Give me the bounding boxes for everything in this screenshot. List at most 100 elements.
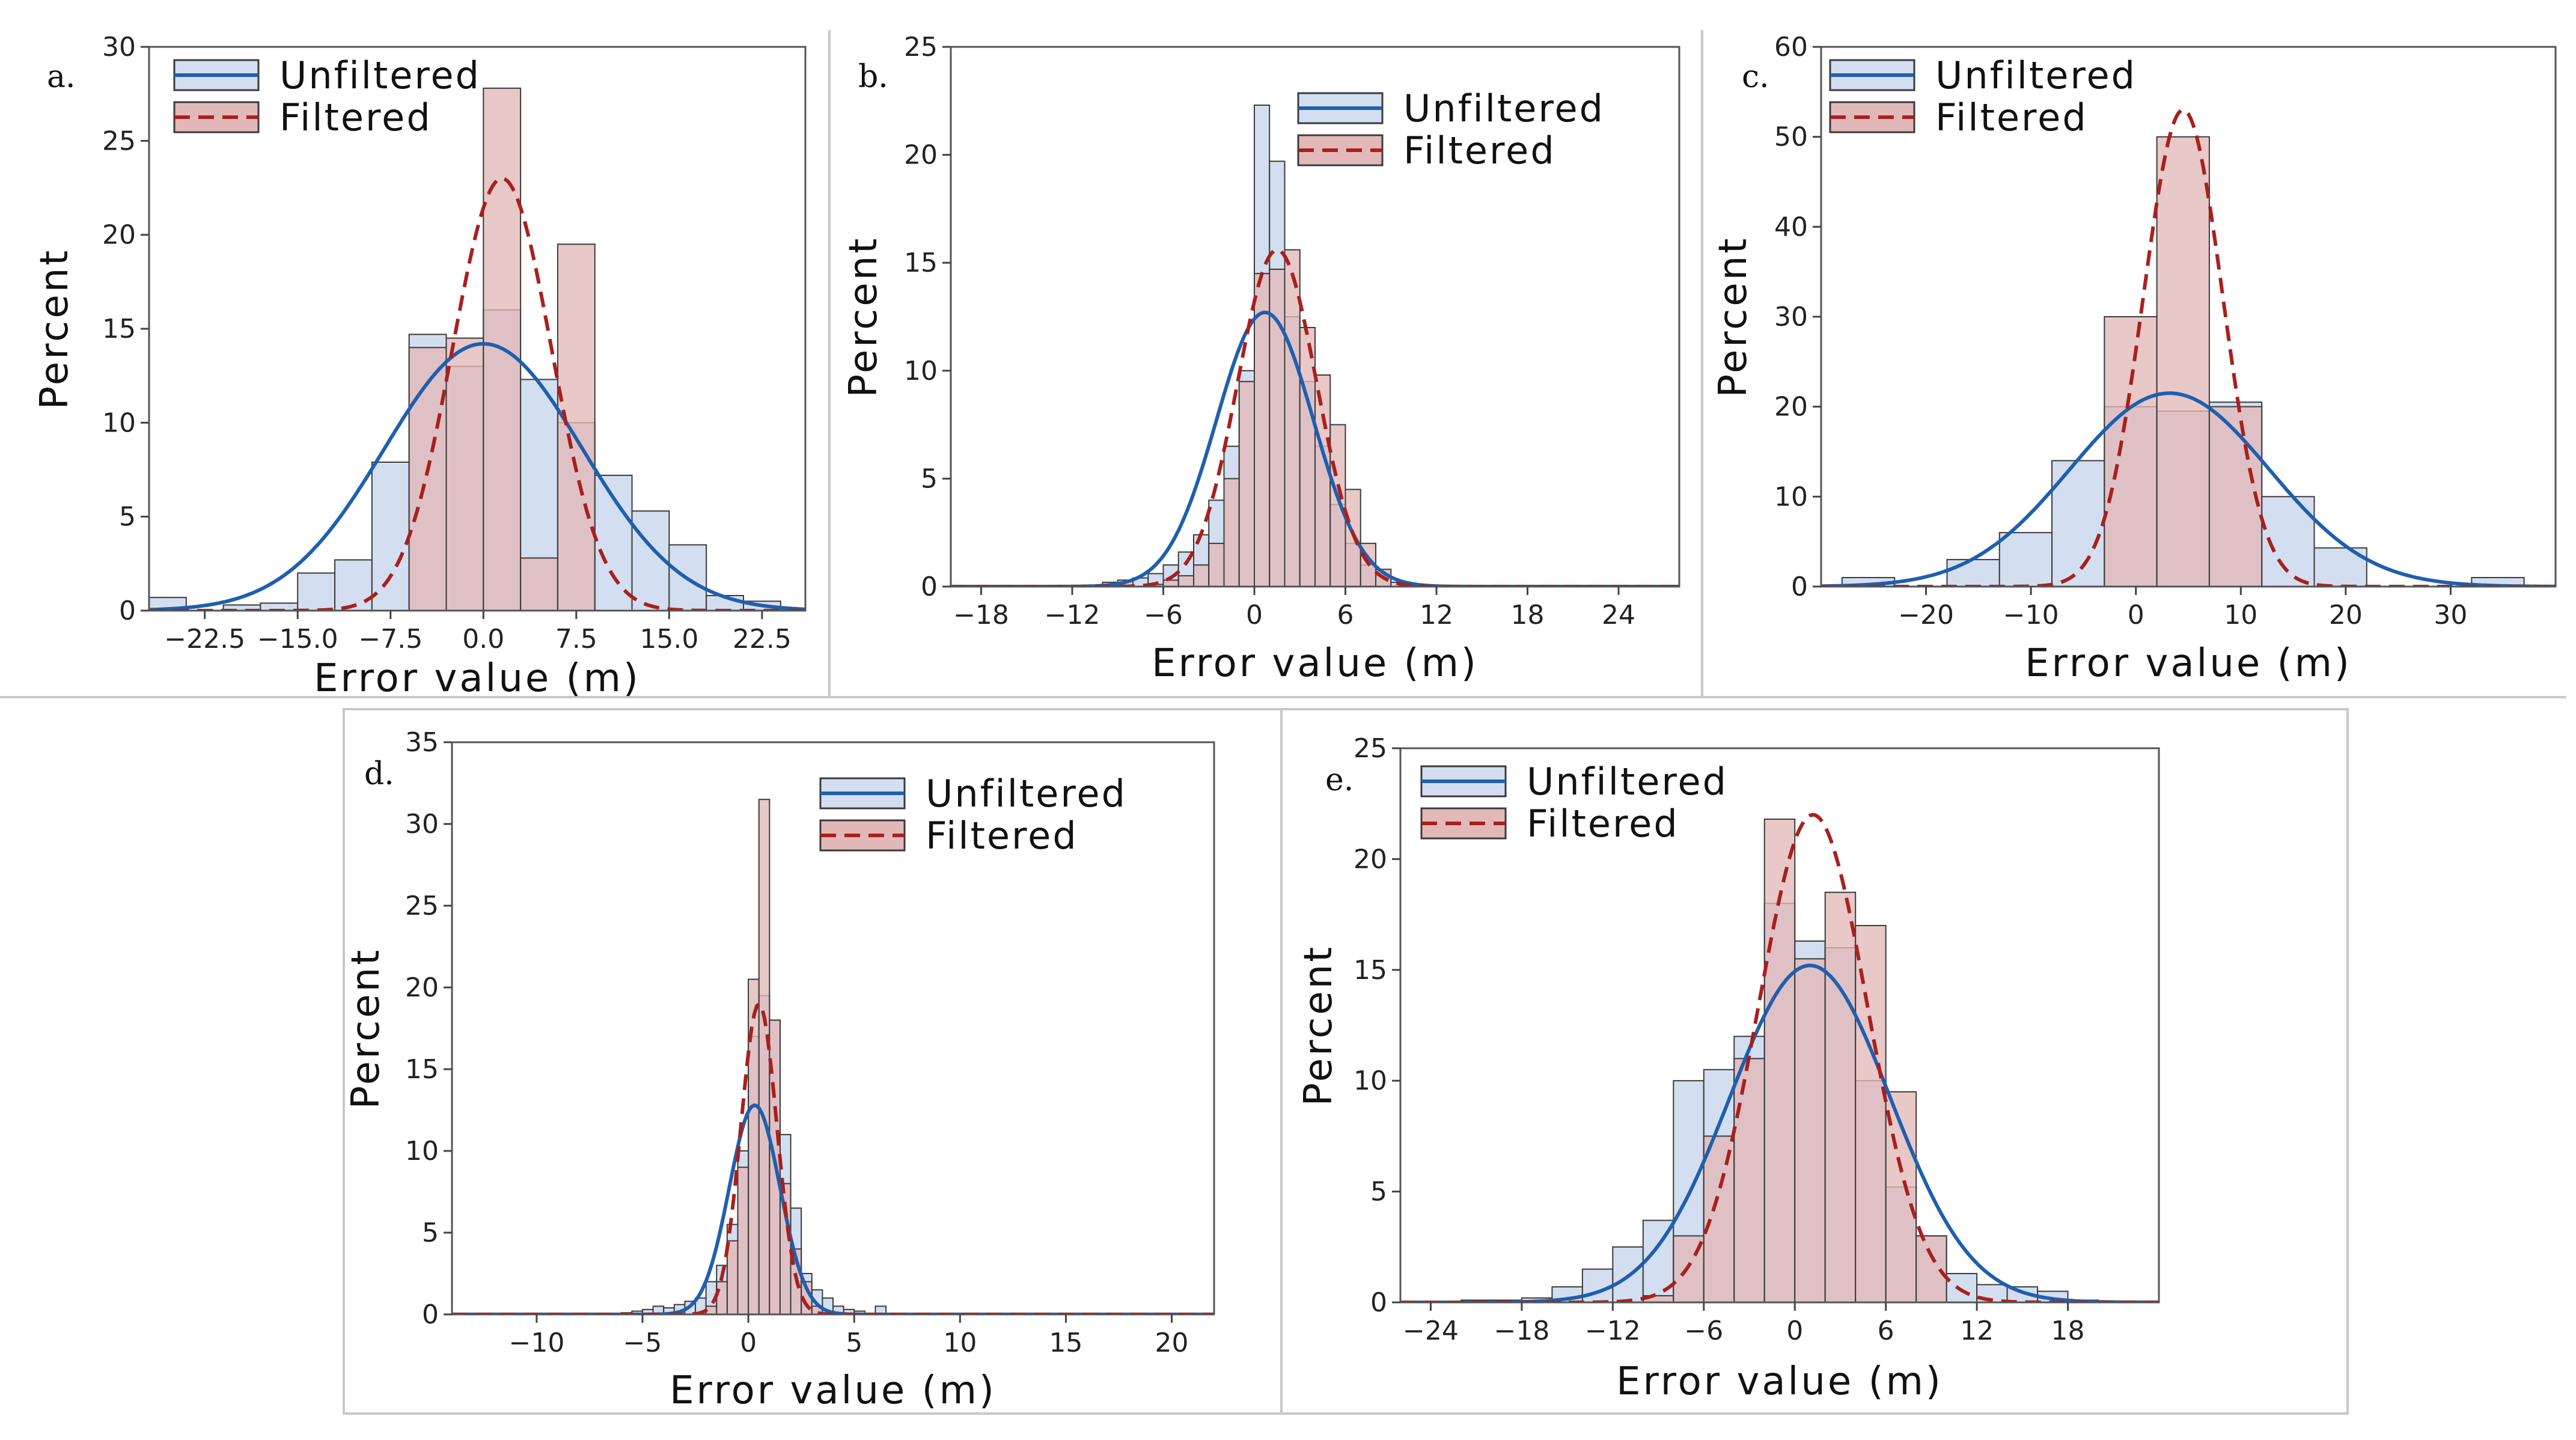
x-tick-label: −12 bbox=[1585, 1316, 1641, 1346]
y-tick-label: 15 bbox=[1354, 955, 1387, 986]
y-tick-label: 50 bbox=[1774, 122, 1808, 153]
filtered-histogram-bar bbox=[1329, 424, 1346, 587]
y-tick-label: 20 bbox=[1774, 392, 1808, 423]
y-tick-label: 25 bbox=[405, 891, 439, 921]
x-tick-label: 10 bbox=[2224, 600, 2257, 630]
x-tick-label: 18 bbox=[1511, 600, 1545, 630]
filtered-histogram-bar bbox=[2104, 316, 2158, 587]
y-tick-label: 35 bbox=[405, 727, 439, 758]
y-tick-label: 0 bbox=[1791, 572, 1808, 602]
y-tick-label: 25 bbox=[1354, 733, 1387, 764]
plot-frame bbox=[451, 741, 1215, 1316]
legend-filtered-label: Filtered bbox=[279, 96, 432, 139]
x-axis-label: Error value (m) bbox=[314, 656, 641, 701]
x-tick-label: −24 bbox=[1403, 1316, 1459, 1346]
y-tick-label: 0 bbox=[119, 596, 136, 626]
x-tick-label: 10 bbox=[943, 1328, 977, 1358]
x-tick-label: −5 bbox=[623, 1328, 662, 1358]
y-tick-label: 60 bbox=[1774, 32, 1808, 63]
x-axis-label: Error value (m) bbox=[1152, 641, 1479, 686]
filtered-histogram-bar bbox=[1794, 958, 1826, 1302]
x-tick-label: −18 bbox=[953, 600, 1009, 630]
unfiltered-histogram-bar bbox=[1946, 1273, 1978, 1302]
filtered-histogram-bar bbox=[1177, 575, 1194, 587]
x-tick-label: 30 bbox=[2434, 600, 2467, 630]
filtered-histogram-bar bbox=[1223, 478, 1240, 587]
unfiltered-histogram-bar bbox=[297, 572, 336, 611]
unfiltered-histogram-bar bbox=[1998, 532, 2053, 587]
filtered-histogram-bar bbox=[520, 557, 558, 611]
filtered-histogram-bar bbox=[1162, 579, 1179, 587]
panel-letter: a. bbox=[47, 59, 76, 95]
panel-letter: e. bbox=[1325, 762, 1354, 798]
filtered-histogram-bar bbox=[1208, 543, 1225, 587]
unfiltered-normal-curve bbox=[452, 1103, 1214, 1314]
plot-marks bbox=[951, 104, 1679, 587]
plot-marks bbox=[1400, 813, 2159, 1302]
x-tick-label: 7.5 bbox=[555, 624, 597, 654]
legend-filtered-label: Filtered bbox=[1935, 96, 2088, 139]
y-tick-label: 30 bbox=[102, 32, 136, 63]
filtered-histogram-bar bbox=[737, 1167, 749, 1314]
filtered-histogram-bar bbox=[1284, 249, 1301, 587]
filtered-histogram-bar bbox=[758, 799, 771, 1314]
unfiltered-normal-curve bbox=[1821, 391, 2556, 587]
x-tick-label: −12 bbox=[1045, 600, 1100, 630]
x-axis-label: Error value (m) bbox=[670, 1368, 997, 1413]
y-tick-label: 10 bbox=[904, 356, 938, 386]
x-tick-label: 6 bbox=[1878, 1316, 1894, 1346]
filtered-histogram-bar bbox=[716, 1281, 728, 1314]
y-axis-label: Percent bbox=[841, 236, 886, 398]
filtered-normal-curve bbox=[951, 248, 1679, 587]
x-tick-label: 12 bbox=[1960, 1316, 1994, 1346]
x-tick-label: 6 bbox=[1337, 600, 1354, 630]
unfiltered-histogram-bar bbox=[371, 461, 410, 611]
x-tick-label: 24 bbox=[1602, 600, 1635, 630]
y-tick-label: 40 bbox=[1774, 212, 1808, 242]
x-tick-label: 5 bbox=[846, 1328, 862, 1358]
y-axis-label: Percent bbox=[32, 248, 77, 410]
plot-frame bbox=[950, 46, 1680, 588]
panels: 0 5 10 15 20 25 30 −22.5 −15.0 −7.5 0.0 7.5 15.0 22.5… bbox=[32, 32, 2557, 1413]
x-tick-label: −6 bbox=[1684, 1316, 1723, 1346]
chart-panel-5: 0 5 10 15 20 25 −24 −18 −12 −6 0 6 12 18 Error value (… bbox=[1296, 733, 2160, 1404]
y-tick-label: 0 bbox=[1370, 1287, 1387, 1318]
y-tick-label: 30 bbox=[405, 809, 439, 840]
y-tick-label: 0 bbox=[921, 572, 938, 602]
x-tick-label: −10 bbox=[508, 1328, 564, 1358]
filtered-histogram-bar bbox=[2208, 406, 2263, 587]
chart-panel-3: 0 10 20 30 40 50 60 −20 −10 0 10 20 30 Error value (m… bbox=[1711, 32, 2557, 686]
panel-frames bbox=[0, 30, 2566, 1415]
y-tick-label: 30 bbox=[1774, 302, 1808, 332]
chart-panel-1: 0 5 10 15 20 25 30 −22.5 −15.0 −7.5 0.0 7.5 15.0 22.5… bbox=[32, 32, 807, 701]
panel-letter: d. bbox=[364, 756, 394, 792]
x-tick-label: −20 bbox=[1898, 600, 1954, 630]
x-axis-label: Error value (m) bbox=[2025, 641, 2352, 686]
y-tick-label: 5 bbox=[1370, 1177, 1387, 1207]
x-tick-label: −15.0 bbox=[257, 624, 338, 654]
filtered-normal-curve bbox=[1821, 108, 2556, 587]
legend-filtered-label: Filtered bbox=[1527, 802, 1679, 846]
filtered-histogram-bar bbox=[445, 337, 484, 611]
x-tick-label: −18 bbox=[1494, 1316, 1549, 1346]
legend-filtered-label: Filtered bbox=[1403, 129, 1556, 172]
x-tick-label: 15 bbox=[1049, 1328, 1082, 1358]
filtered-histogram-bar bbox=[1299, 326, 1316, 587]
x-tick-label: −7.5 bbox=[358, 624, 423, 654]
legend-unfiltered-label: Unfiltered bbox=[1403, 87, 1605, 130]
x-tick-label: 0.0 bbox=[462, 624, 504, 654]
y-tick-label: 5 bbox=[422, 1218, 439, 1248]
filtered-histogram-bar bbox=[726, 1240, 739, 1314]
x-tick-label: 22.5 bbox=[733, 624, 792, 654]
y-tick-label: 5 bbox=[119, 502, 136, 532]
y-axis-label: Percent bbox=[1711, 236, 1756, 398]
x-tick-label: 20 bbox=[1155, 1328, 1189, 1358]
filtered-normal-curve bbox=[452, 1001, 1214, 1314]
legend-unfiltered-label: Unfiltered bbox=[279, 53, 481, 97]
chart-panel-2: 0 5 10 15 20 25 −18 −12 −6 0 6 12 18 24 Error value (m… bbox=[841, 32, 1680, 686]
filtered-histogram-bar bbox=[1314, 374, 1331, 587]
legend-unfiltered-label: Unfiltered bbox=[1527, 760, 1728, 804]
panel-e-frame bbox=[1280, 708, 2349, 1415]
